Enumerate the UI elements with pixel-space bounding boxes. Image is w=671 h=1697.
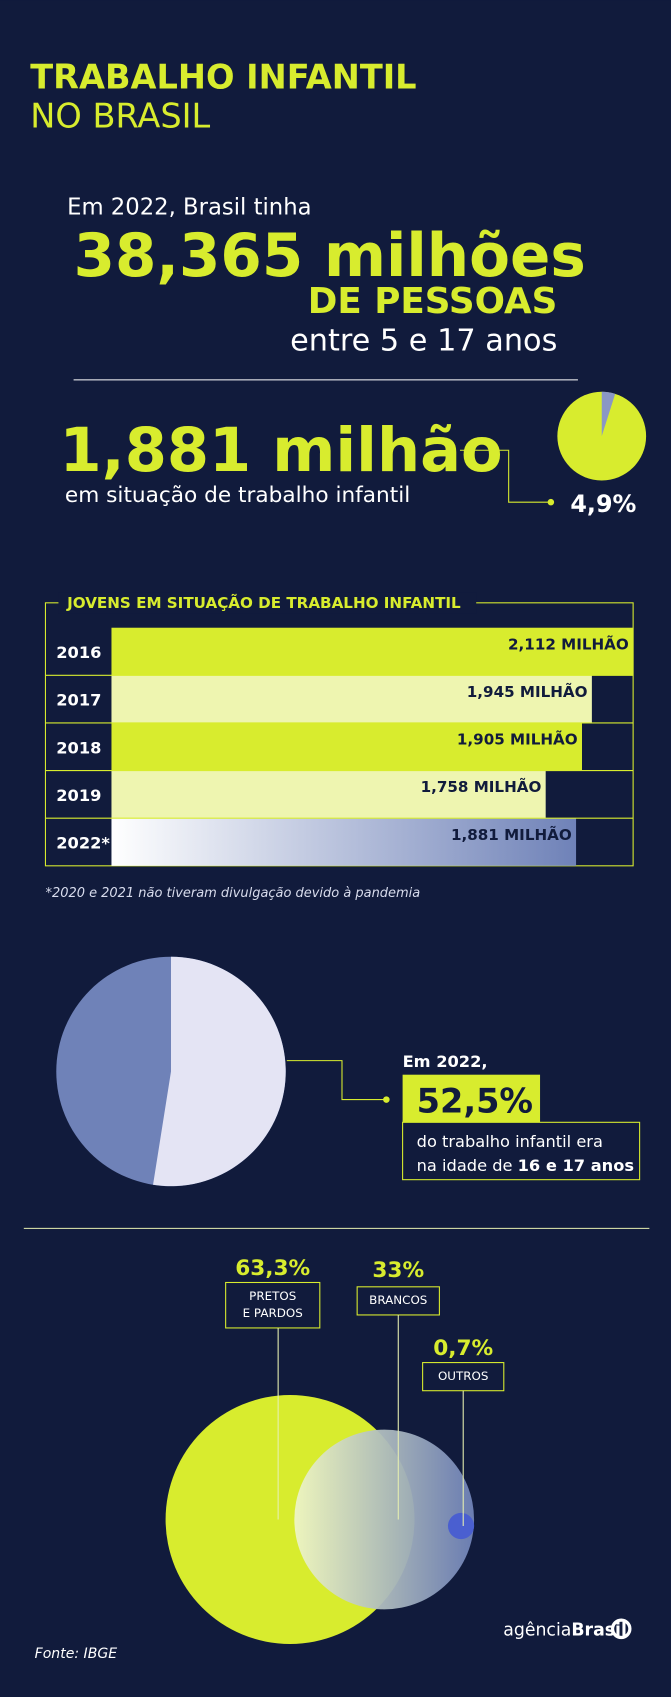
bar (111, 675, 592, 723)
child-labor-number: 1,881 milhão (60, 416, 503, 486)
bar-category: 2016 (56, 643, 101, 662)
footnote: *2020 e 2021 não tiveram divulgação devi… (45, 886, 420, 901)
bar (111, 770, 546, 819)
bar-chart: 2016 2,112 MILHÃO 2017 1,945 MILHÃO 2018 1,90… (45, 627, 634, 866)
bar-category: 2018 (56, 738, 101, 757)
age-caption-bold: 16 e 17 anos (518, 1156, 634, 1175)
age-pie-slice (153, 956, 286, 1187)
child-labor-caption: em situação de trabalho infantil (65, 483, 410, 508)
bar-value-label: 1,881 MILHÃO (451, 825, 572, 844)
connector (286, 1060, 385, 1101)
bar-value-label: 1,905 MILHÃO (457, 730, 578, 749)
race-value-label: 0,7% (433, 1336, 493, 1361)
population-number: 38,365 milhões (74, 222, 586, 291)
race-circle (447, 1512, 475, 1540)
subtitle: NO BRASIL (30, 97, 210, 136)
bar (111, 818, 577, 866)
logo: agênciaBrasil (503, 1620, 627, 1640)
logo-icon (610, 1618, 632, 1640)
connector (459, 449, 549, 503)
population-intro: Em 2022, Brasil tinha (67, 194, 311, 220)
connector-dot (383, 1096, 390, 1103)
bar-category: 2017 (56, 691, 101, 710)
age-share-label: 52,5% (417, 1082, 533, 1121)
age-caption: na idade de (417, 1156, 518, 1175)
population-range: entre 5 e 17 anos (290, 324, 557, 359)
connector-dot (547, 498, 555, 506)
race-circle (294, 1429, 475, 1610)
logo-light: agência (503, 1620, 571, 1640)
race-label-box (225, 1281, 321, 1329)
bar-title-bg (58, 592, 477, 614)
source: Fonte: IBGE (35, 1646, 118, 1662)
age-caption: do trabalho infantil era (417, 1132, 603, 1151)
race-label: OUTROS (438, 1369, 489, 1383)
bar-value-label: 2,112 MILHÃO (508, 634, 629, 653)
title: TRABALHO INFANTIL (30, 58, 416, 97)
race-chart: 63,3% PRETOS E PARDOS 33% BRANCOS 0,7% OUTROS (165, 1256, 505, 1644)
population-unit: DE PESSOAS (308, 281, 558, 322)
age-box (402, 1074, 541, 1123)
age-caption: na idade de 16 e 17 anos (417, 1156, 634, 1175)
age-intro: Em 2022, (403, 1052, 488, 1071)
bar-value-label: 1,945 MILHÃO (467, 682, 588, 701)
bar-title: JOVENS EM SITUAÇÃO DE TRABALHO INFANTIL (66, 593, 461, 612)
bar (111, 722, 582, 771)
share-label: 4,9% (570, 490, 636, 518)
race-label: PRETOS (249, 1289, 296, 1303)
race-label: BRANCOS (369, 1293, 427, 1307)
bar (111, 627, 634, 676)
age-caption-box (402, 1121, 641, 1181)
race-label: E PARDOS (243, 1306, 303, 1320)
bar-category: 2022* (56, 834, 110, 853)
race-value-label: 63,3% (235, 1256, 310, 1281)
bar-value-label: 1,758 MILHÃO (421, 777, 542, 796)
pie-slice (601, 391, 616, 437)
race-value-label: 33% (372, 1258, 424, 1283)
bar-category: 2019 (56, 786, 101, 805)
